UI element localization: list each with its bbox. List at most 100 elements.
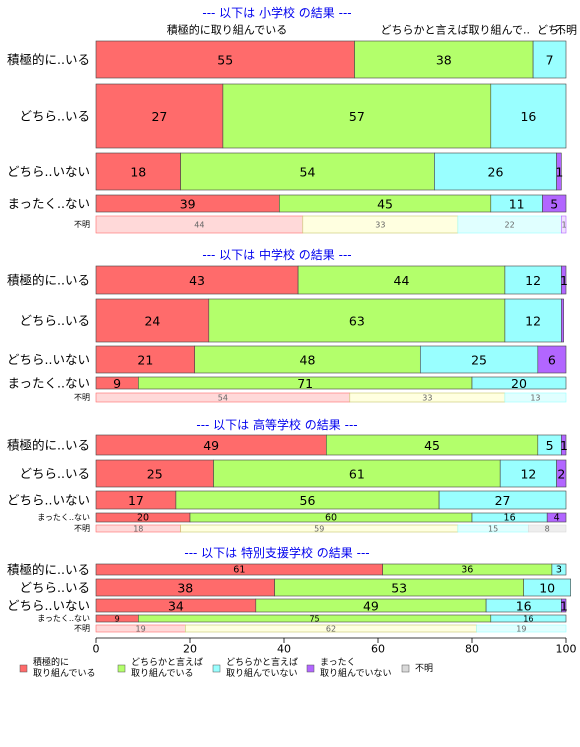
- legend-label: どちらかと言えば: [226, 656, 298, 668]
- data-label: 7: [546, 53, 554, 68]
- bar-segment: [504, 392, 567, 403]
- data-label: 44: [394, 273, 410, 288]
- data-label: 75: [309, 615, 319, 624]
- bar-segment: [560, 215, 567, 234]
- data-label: 54: [218, 394, 228, 403]
- bar-segment: [542, 194, 567, 213]
- data-label: 63: [349, 314, 365, 329]
- x-tick-label: 80: [465, 643, 479, 656]
- data-label: 48: [300, 353, 316, 368]
- row-label: どちら..いない: [7, 493, 90, 508]
- data-label: 26: [488, 165, 504, 180]
- data-label: 36: [461, 565, 473, 576]
- bar-segment: [551, 563, 567, 576]
- legend-swatch: [19, 664, 28, 673]
- row-label: どちら..いる: [20, 580, 90, 595]
- data-label: 55: [217, 53, 233, 68]
- data-label: 33: [375, 221, 385, 230]
- data-label: 12: [525, 314, 541, 329]
- bar-segment: [499, 459, 557, 488]
- bar-segment: [504, 265, 562, 295]
- row-label: 積極的に..いる: [7, 438, 90, 453]
- row-label: まったく..ない: [37, 614, 90, 623]
- data-label: 43: [189, 273, 205, 288]
- data-label: 13: [530, 394, 540, 403]
- row-label: どちら..いない: [7, 164, 90, 179]
- data-label: 16: [523, 615, 533, 624]
- bar-segment: [490, 614, 567, 623]
- data-label: 5: [550, 197, 558, 212]
- data-label: 45: [377, 197, 393, 212]
- row-label: どちら..いない: [7, 598, 90, 613]
- data-label: 2: [557, 467, 565, 482]
- data-label: 54: [300, 165, 316, 180]
- data-label: 8: [545, 525, 550, 534]
- x-tick-label: 60: [371, 643, 385, 656]
- x-tick-label: 0: [93, 643, 100, 656]
- panel-title: --- 以下は 小学校 の結果 ---: [202, 5, 351, 20]
- legend-swatch: [306, 664, 315, 673]
- data-label: 62: [326, 625, 336, 634]
- bar-segment: [95, 83, 224, 149]
- data-label: 18: [130, 165, 146, 180]
- bar-segment: [528, 524, 567, 533]
- x-tick-label: 40: [277, 643, 291, 656]
- data-label: 33: [422, 394, 432, 403]
- row-label: まったく..ない: [8, 196, 90, 211]
- legend-label: 積極的に: [33, 656, 69, 668]
- legend-label: 取り組んでいる: [131, 667, 194, 679]
- data-label: 38: [436, 53, 452, 68]
- data-label: 25: [471, 353, 487, 368]
- data-label: 20: [137, 513, 149, 524]
- panel-title: --- 以下は 高等学校 の結果 ---: [196, 417, 357, 432]
- x-tick-label: 100: [556, 643, 577, 656]
- data-label: 3: [556, 565, 562, 576]
- data-label: 59: [314, 525, 324, 534]
- data-label: 57: [349, 109, 365, 124]
- data-label: 16: [516, 599, 532, 614]
- bar-segment: [95, 345, 195, 374]
- data-label: 9: [115, 615, 120, 624]
- row-label: どちら..いる: [20, 313, 90, 328]
- data-label: 21: [137, 353, 153, 368]
- row-label: 不明: [74, 393, 90, 402]
- row-label: 積極的に..いる: [7, 52, 90, 67]
- bar-segment: [532, 40, 567, 79]
- legend-label: 不明: [415, 663, 433, 674]
- bar-segment: [434, 152, 557, 191]
- legend-label: 取り組んでいない: [226, 667, 298, 679]
- row-label: どちら..いる: [20, 466, 90, 481]
- data-label: 39: [180, 197, 196, 212]
- data-label: 38: [177, 581, 193, 596]
- data-label: 1: [561, 221, 566, 230]
- row-label: どちら..いない: [7, 352, 90, 367]
- column-header: どち..: [537, 24, 566, 37]
- data-label: 20: [511, 376, 527, 391]
- bar-segment: [354, 40, 534, 79]
- row-label: 積極的に..いる: [7, 273, 90, 288]
- row-label: 不明: [74, 524, 90, 533]
- x-tick-label: 20: [183, 643, 197, 656]
- bar-segment: [560, 598, 567, 613]
- data-label: 45: [424, 438, 440, 453]
- bar-segment: [419, 345, 539, 374]
- data-label: 61: [349, 467, 365, 482]
- data-label: 49: [203, 438, 219, 453]
- data-label: 16: [504, 513, 516, 524]
- row-label: どちら..いる: [20, 109, 90, 124]
- data-label: 60: [325, 513, 337, 524]
- bar-segment: [471, 376, 567, 390]
- data-label: 1: [560, 438, 568, 453]
- data-label: 9: [113, 376, 121, 391]
- data-label: 19: [516, 625, 526, 634]
- row-label: 不明: [74, 624, 90, 633]
- panel-title: --- 以下は 特別支援学校 の結果 ---: [184, 545, 369, 560]
- data-label: 16: [520, 109, 536, 124]
- bar-segment: [95, 152, 181, 191]
- bar-segment: [556, 459, 567, 488]
- column-header: 積極的に取り組んでいる: [167, 23, 287, 37]
- data-label: 4: [554, 513, 560, 524]
- data-label: 12: [520, 467, 536, 482]
- bar-segment: [523, 578, 572, 597]
